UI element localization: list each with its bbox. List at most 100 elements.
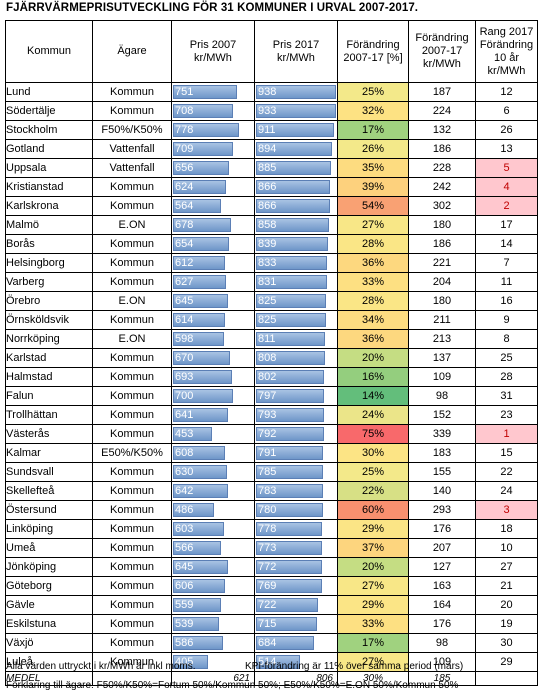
price-value: 911 [258, 124, 276, 136]
price-value: 693 [175, 371, 194, 383]
price-bar [256, 180, 330, 194]
price-value: 866 [258, 200, 277, 212]
table-row: Karlskrona Kommun 564 866 54% 302 2 [5, 196, 538, 216]
price-p2017-cell: 911 [254, 120, 338, 140]
kommun-cell: Trollhättan [5, 405, 93, 425]
price-p2007-cell: 654 [171, 234, 255, 254]
price-bar [256, 389, 324, 403]
agare-cell: Kommun [92, 367, 172, 387]
table-row: Skellefteå Kommun 642 783 22% 140 24 [5, 481, 538, 501]
rang-cell: 31 [475, 386, 538, 406]
price-value: 559 [175, 599, 194, 611]
forandring-pct-cell: 28% [337, 234, 409, 254]
agare-cell: E50%/K50% [92, 443, 172, 463]
price-p2017-cell: 773 [254, 538, 338, 558]
price-p2007-cell: 612 [171, 253, 255, 273]
price-bar [256, 503, 323, 517]
price-bar [256, 408, 324, 422]
table-row: Norrköping E.ON 598 811 36% 213 8 [5, 329, 538, 349]
price-p2017-cell: 933 [254, 101, 338, 121]
note-moms: Alla värden uttryckt i kr/MWh är inkl mo… [6, 661, 196, 672]
table-row: Umeå Kommun 566 773 37% 207 10 [5, 538, 538, 558]
forandring-kr-cell: 186 [408, 139, 476, 159]
medel-p2017: 806 [254, 671, 338, 686]
price-value: 780 [258, 504, 277, 516]
table-body: Lund Kommun 751 938 25% 187 12 Södertälje Kommun… [5, 82, 538, 672]
price-p2017-cell: 797 [254, 386, 338, 406]
price-p2017-cell: 715 [254, 614, 338, 634]
header-row: Kommun Ägare Pris 2007 kr/MWh Pris 2017 … [5, 20, 538, 83]
kommun-cell: Eskilstuna [5, 614, 93, 634]
forandring-pct-cell: 14% [337, 386, 409, 406]
agare-cell: Vattenfall [92, 139, 172, 159]
price-value: 825 [258, 295, 277, 307]
header-kommun: Kommun [5, 20, 93, 83]
rang-cell: 15 [475, 443, 538, 463]
price-bar [256, 484, 323, 498]
kommun-cell: Södertälje [5, 101, 93, 121]
forandring-kr-cell: 224 [408, 101, 476, 121]
forandring-pct-cell: 60% [337, 500, 409, 520]
forandring-kr-cell: 176 [408, 519, 476, 539]
price-p2007-cell: 778 [171, 120, 255, 140]
page-title: FJÄRRVÄRMEPRISUTVECKLING FÖR 31 KOMMUNER… [6, 2, 419, 14]
price-value: 678 [175, 219, 194, 231]
kommun-cell: Umeå [5, 538, 93, 558]
price-p2017-cell: 772 [254, 557, 338, 577]
agare-cell: Kommun [92, 462, 172, 482]
price-bar [256, 199, 330, 213]
price-bar [173, 180, 226, 194]
price-p2017-cell: 722 [254, 595, 338, 615]
rang-cell: 30 [475, 633, 538, 653]
price-value: 773 [258, 542, 277, 554]
price-value: 797 [258, 390, 277, 402]
kommun-cell: Gävle [5, 595, 93, 615]
price-p2007-cell: 645 [171, 557, 255, 577]
kommun-cell: Östersund [5, 500, 93, 520]
forandring-pct-cell: 32% [337, 101, 409, 121]
price-p2017-cell: 938 [254, 82, 338, 102]
table-row: Stockholm F50%/K50% 778 911 17% 132 26 [5, 120, 538, 140]
price-value: 603 [175, 523, 194, 535]
forandring-pct-cell: 34% [337, 310, 409, 330]
forandring-kr-cell: 204 [408, 272, 476, 292]
table-row: Uppsala Vattenfall 656 885 35% 228 5 [5, 158, 538, 178]
header-forandring-kr: Förändring 2007-17 kr/MWh [408, 20, 476, 83]
table-row: Kalmar E50%/K50% 608 791 30% 183 15 [5, 443, 538, 463]
price-value: 514 [258, 656, 277, 668]
table-row: Helsingborg Kommun 612 833 36% 221 7 [5, 253, 538, 273]
price-p2007-cell: 566 [171, 538, 255, 558]
price-value: 656 [175, 162, 194, 174]
price-value: 709 [175, 143, 194, 155]
price-p2017-cell: 514 [254, 652, 338, 672]
rang-cell: 10 [475, 538, 538, 558]
forandring-pct-cell: 22% [337, 481, 409, 501]
kommun-cell: Malmö [5, 215, 93, 235]
rang-cell: 11 [475, 272, 538, 292]
price-value: 785 [258, 466, 277, 478]
agare-cell: Kommun [92, 82, 172, 102]
agare-cell: Kommun [92, 424, 172, 444]
price-bar [173, 275, 226, 289]
price-p2017-cell: 778 [254, 519, 338, 539]
price-p2007-cell: 630 [171, 462, 255, 482]
table-row: Lund Kommun 751 938 25% 187 12 [5, 82, 538, 102]
table-row: Falun Kommun 700 797 14% 98 31 [5, 386, 538, 406]
forandring-pct-cell: 27% [337, 215, 409, 235]
agare-cell: Kommun [92, 234, 172, 254]
forandring-pct-cell: 35% [337, 158, 409, 178]
price-value: 641 [175, 409, 194, 421]
agare-cell: Kommun [92, 481, 172, 501]
agare-cell: Kommun [92, 538, 172, 558]
price-bar [256, 522, 322, 536]
table-row: Malmö E.ON 678 858 27% 180 17 [5, 215, 538, 235]
price-p2007-cell: 559 [171, 595, 255, 615]
price-p2017-cell: 802 [254, 367, 338, 387]
price-bar [256, 579, 322, 593]
table-row: Södertälje Kommun 708 933 32% 224 6 [5, 101, 538, 121]
price-bar [256, 598, 318, 612]
price-bar [173, 579, 225, 593]
price-value: 645 [175, 561, 194, 573]
kommun-cell: Halmstad [5, 367, 93, 387]
price-bar [256, 636, 314, 650]
